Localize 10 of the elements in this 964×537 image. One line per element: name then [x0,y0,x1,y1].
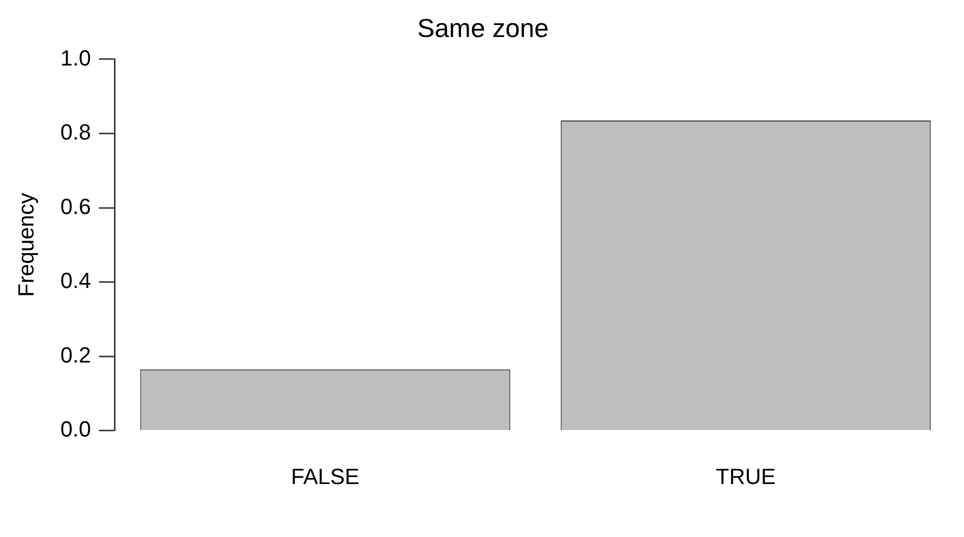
y-tick-label: 0.4 [60,268,91,294]
x-tick-label: FALSE [290,464,360,489]
y-axis-title: Frequency [13,192,38,297]
y-tick-label: 0.6 [60,194,91,219]
y-tick-label: 0.8 [60,120,91,145]
y-tick-label: 1.0 [60,45,91,70]
x-tick-label: TRUE [716,464,776,489]
y-tick-label: 0.0 [60,416,91,442]
y-tick-label: 0.2 [60,342,91,368]
chart-title: Same zone [417,12,549,43]
